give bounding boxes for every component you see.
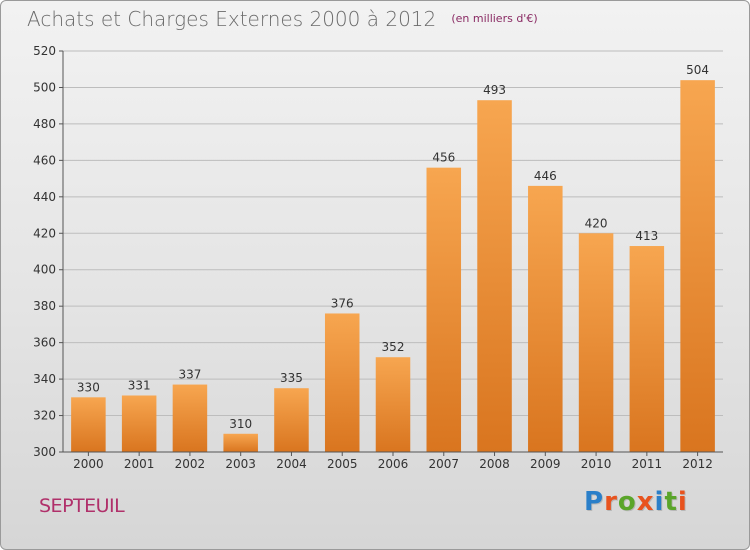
x-tick-label: 2003 <box>225 457 256 471</box>
value-label: 420 <box>585 216 608 230</box>
bar-2007 <box>426 167 462 452</box>
x-tick-label: 2011 <box>632 457 663 471</box>
bar-2010 <box>578 233 614 452</box>
x-tick-label: 2005 <box>327 457 358 471</box>
y-tick-label: 300 <box>33 445 56 459</box>
bar-2009 <box>528 185 563 452</box>
logo-letter: i <box>677 487 688 517</box>
chart-subtitle: (en milliers d'€) <box>451 12 538 25</box>
logo-letter: t <box>664 487 678 517</box>
bars: 330 331 337 310 335 376 352 456 493 446 420 413 504 <box>71 63 715 453</box>
value-label: 493 <box>483 83 506 97</box>
bar-2001 <box>121 395 157 452</box>
y-tick-label: 360 <box>33 336 56 350</box>
y-tick-label: 520 <box>33 44 56 58</box>
logo-letter: o <box>617 487 637 517</box>
logo-letter: P <box>584 487 605 517</box>
y-tick-label: 500 <box>33 80 56 94</box>
bar-2012 <box>680 80 715 452</box>
x-tick-label: 2012 <box>682 457 713 471</box>
y-tick-label: 380 <box>33 299 56 313</box>
x-tick-label: 2002 <box>175 457 206 471</box>
value-label: 310 <box>229 417 252 431</box>
y-tick-label: 400 <box>33 263 56 277</box>
bar-2006 <box>375 357 411 452</box>
bar-2004 <box>274 388 309 452</box>
y-tick-label: 480 <box>33 117 56 131</box>
value-label: 331 <box>128 378 151 392</box>
x-tick-label: 2008 <box>479 457 510 471</box>
value-label: 330 <box>77 380 100 394</box>
y-tick-label: 420 <box>33 226 56 240</box>
x-tick-label: 2010 <box>581 457 612 471</box>
bar-2011 <box>629 246 665 452</box>
logo-letter: x <box>636 487 655 517</box>
chart-header: Achats et Charges Externes 2000 à 2012 (… <box>27 7 538 31</box>
value-label: 456 <box>432 151 455 165</box>
bar-2003 <box>223 433 258 452</box>
commune-name: SEPTEUIL <box>39 495 125 517</box>
proxiti-logo[interactable]: Proxiti <box>584 487 688 517</box>
x-axis-ticks: 2000 2001 2002 2003 2004 2005 2006 2007 2008 2009… <box>73 452 713 471</box>
chart-title: Achats et Charges Externes 2000 à 2012 <box>27 7 437 31</box>
bar-2002 <box>172 384 208 452</box>
x-tick-label: 2001 <box>124 457 155 471</box>
value-label: 335 <box>280 371 303 385</box>
value-label: 504 <box>686 63 709 77</box>
x-tick-label: 2007 <box>428 457 459 471</box>
logo-letter: i <box>654 487 665 517</box>
value-label: 376 <box>331 296 354 310</box>
bar-2008 <box>477 100 512 453</box>
value-label: 337 <box>178 368 201 382</box>
y-axis-ticks: 300 320 340 360 380 400 420 440 460 480 500 520 <box>33 44 63 459</box>
x-tick-label: 2006 <box>378 457 409 471</box>
value-label: 413 <box>635 229 658 243</box>
value-label: 446 <box>534 169 557 183</box>
y-tick-label: 460 <box>33 153 56 167</box>
x-tick-label: 2009 <box>530 457 561 471</box>
value-label: 352 <box>382 340 405 354</box>
x-tick-label: 2004 <box>276 457 307 471</box>
logo-letter: r <box>604 487 618 517</box>
y-tick-label: 340 <box>33 372 56 386</box>
bar-2000 <box>71 397 106 452</box>
y-tick-label: 320 <box>33 409 56 423</box>
bar-2005 <box>324 313 360 452</box>
y-tick-label: 440 <box>33 190 56 204</box>
x-tick-label: 2000 <box>73 457 104 471</box>
